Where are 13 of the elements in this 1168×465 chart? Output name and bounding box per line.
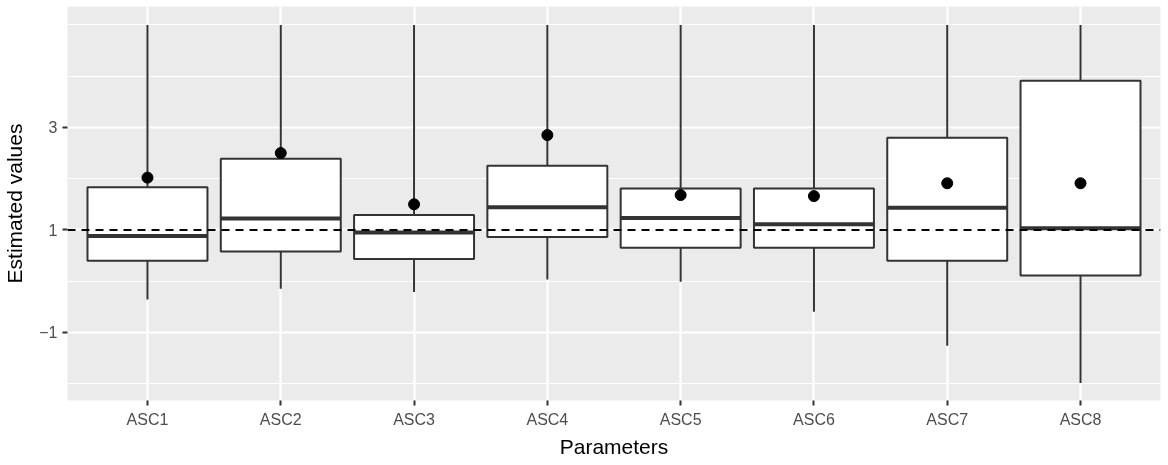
y-tick-label: 3 — [48, 119, 58, 137]
x-tick-label: ASC5 — [659, 410, 702, 428]
x-tick-label: ASC8 — [1059, 410, 1102, 428]
y-tick-label: 1 — [48, 221, 58, 239]
x-tick-label: ASC4 — [526, 410, 569, 428]
y-tick-label: −1 — [39, 324, 58, 342]
x-tick-label: ASC7 — [926, 410, 969, 428]
x-tick-label: ASC2 — [259, 410, 302, 428]
x-tick-label: ASC1 — [126, 410, 169, 428]
y-axis-title: Estimated values — [3, 123, 27, 284]
x-tick-label: ASC3 — [393, 410, 436, 428]
x-axis-title: Parameters — [559, 434, 669, 458]
x-tick-label: ASC6 — [793, 410, 835, 428]
